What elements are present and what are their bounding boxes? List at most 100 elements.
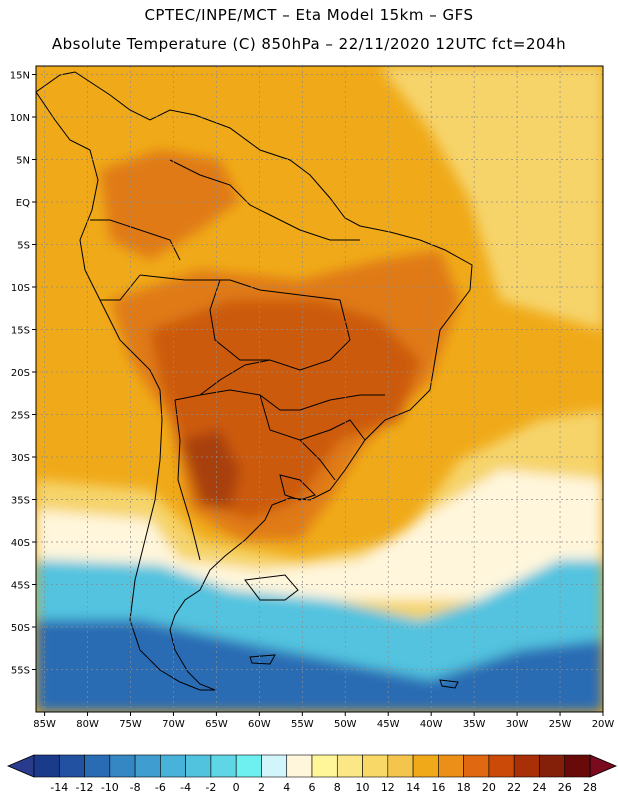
lon-tick-label: 25W [549,719,572,730]
lat-tick-label: 5S [17,241,30,252]
lon-tick-label: 40W [420,719,443,730]
colorbar-swatch [286,754,313,778]
lat-tick-label: 35S [11,496,30,507]
border-2 [139,274,351,396]
lat-tick-label: 55S [11,666,30,677]
lon-tick-label: 30W [506,719,529,730]
lon-tick-label: 85W [33,719,56,730]
latitude-axis: 15N 10N 5N EQ 5S 10S 15S 20S 25S 30S 35S 40S 45S 50S 5… [10,71,36,677]
colorbar-under-arrow [6,754,35,778]
field-hot-north [100,150,240,260]
lon-tick-label: 70W [162,719,185,730]
lat-tick-label: 10N [10,113,30,124]
colorbar-swatch [311,754,338,778]
colorbar-swatch [564,754,591,778]
colorbar-swatch [387,754,414,778]
colorbar: -14 -12 -10 -8 -6 -4 -2 0 2 4 6 8 10 12 14 16 18 20 22 24 26… [6,754,618,794]
border-1 [169,159,360,241]
colorbar-label: 8 [334,781,341,794]
colorbar-swatch [210,754,237,778]
colorbar-swatch [488,754,515,778]
lon-tick-label: 65W [205,719,228,730]
colorbar-label: -6 [155,781,166,794]
lat-tick-label: EQ [16,198,30,209]
colorbar-swatch [513,754,540,778]
border-8 [100,274,141,301]
lon-tick-label: 35W [463,719,486,730]
uruguay [279,474,316,501]
temperature-field [36,66,603,712]
colorbar-label: 10 [356,781,370,794]
colorbar-swatch [109,754,136,778]
colorbar-label: 22 [507,781,521,794]
lat-tick-label: 40S [11,538,30,549]
border-7 [299,419,366,441]
colorbar-swatch [33,754,60,778]
colorbar-label: 6 [309,781,316,794]
colorbar-label: 18 [457,781,471,794]
colorbar-swatch [58,754,85,778]
lon-tick-label: 55W [291,719,314,730]
title-line-2: Absolute Temperature (C) 850hPa – 22/11/… [51,35,567,53]
colorbar-label: 14 [406,781,420,794]
field-south-pale [36,470,603,600]
colorbar-swatch [362,754,389,778]
colorbar-label: 28 [583,781,597,794]
lat-tick-label: 30S [11,453,30,464]
colorbar-label: 16 [431,781,445,794]
border-4 [174,389,385,411]
colorbar-swatch [235,754,262,778]
colorbar-swatch [160,754,186,778]
colorbar-swatch [134,754,161,778]
coastlines-and-borders [36,71,473,691]
lat-tick-label: 20S [11,368,30,379]
border-5 [174,399,201,561]
colorbar-label: 20 [482,781,496,794]
title-line-1: CPTEC/INPE/MCT – Eta Model 15km – GFS [144,6,474,24]
lon-tick-label: 80W [76,719,99,730]
lon-tick-label: 50W [334,719,357,730]
south-america-coast [36,71,473,691]
lat-tick-label: 50S [11,623,30,634]
lat-tick-label: 5N [16,156,30,167]
border-3 [209,279,270,361]
colorbar-label: -2 [205,781,216,794]
lon-tick-label: 20W [592,719,615,730]
colorbar-label: 26 [558,781,572,794]
colorbar-label: -10 [101,781,119,794]
colorbar-swatch [539,754,566,778]
lon-tick-label: 75W [119,719,142,730]
colorbar-label: -14 [50,781,68,794]
south-georgia [439,679,459,689]
valdes-peninsula [244,574,299,601]
lat-tick-label: 15N [10,71,30,82]
field-hottest [180,430,240,510]
colorbar-swatch [261,754,288,778]
colorbar-over-arrow [589,754,618,778]
colorbar-label: -8 [130,781,141,794]
colorbar-label: 0 [233,781,240,794]
field-ne-cooler [380,66,603,330]
falkland-islands [249,654,276,665]
colorbar-label: 2 [258,781,265,794]
lon-tick-label: 60W [248,719,271,730]
colorbar-swatch [438,754,464,778]
colorbar-swatch [185,754,212,778]
colorbar-label: 12 [381,781,395,794]
lat-tick-label: 10S [11,283,30,294]
longitude-axis: 85W 80W 75W 70W 65W 60W 55W 50W 45W 40W 35W 30W 25W 2… [33,712,614,730]
lat-tick-label: 25S [11,411,30,422]
map-frame [35,65,604,713]
lat-tick-label: 15S [11,326,30,337]
colorbar-swatch [412,754,439,778]
colorbar-swatch [84,754,111,778]
colorbar-label: -12 [76,781,94,794]
colorbar-label: -4 [180,781,191,794]
lat-tick-label: 45S [11,581,30,592]
colorbar-swatch [336,754,363,778]
field-south-coldest [36,620,603,712]
lon-tick-label: 45W [377,719,400,730]
colorbar-label: 24 [532,781,546,794]
